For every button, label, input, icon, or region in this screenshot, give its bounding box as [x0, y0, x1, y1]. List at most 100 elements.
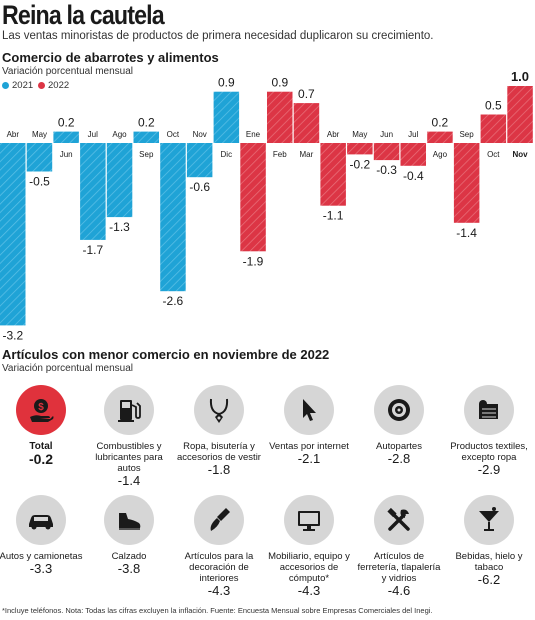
chart-subtitle: Variación porcentual mensual — [2, 66, 134, 77]
value-label-18: 0.5 — [485, 99, 502, 113]
item-internet-value: -2.1 — [297, 451, 321, 466]
item-ropa-circle — [194, 385, 244, 435]
legend-2022-swatch — [38, 82, 45, 89]
item-internet-label: Ventas por internet — [269, 441, 349, 452]
gas-pump-icon — [118, 400, 141, 422]
value-label-11: 0.7 — [298, 87, 315, 101]
item-ferreteria-label: Artículos de ferretería, tlapalería y vi… — [357, 551, 441, 584]
value-label-12: -1.1 — [323, 209, 344, 223]
category-label-11: Mar — [300, 150, 314, 159]
bar-11 — [293, 103, 320, 143]
item-autopartes: Autopartes -2.8 — [354, 385, 444, 466]
category-label-16: Ago — [433, 150, 448, 159]
category-label-2: Jun — [60, 150, 73, 159]
value-label-13: -0.2 — [349, 157, 370, 171]
value-label-2: 0.2 — [58, 116, 75, 130]
item-textiles-label: Productos textiles, excepto ropa — [450, 441, 528, 463]
item-calzado-circle — [104, 495, 154, 545]
value-label-14: -0.3 — [376, 163, 397, 177]
item-calzado: Calzado -3.8 — [84, 495, 174, 576]
item-decoracion-label: Artículos para la decoración de interior… — [184, 551, 254, 584]
shoe-icon — [119, 513, 141, 530]
item-decoracion-value: -4.3 — [207, 583, 231, 598]
bar-0 — [0, 143, 26, 326]
bar-14 — [373, 143, 400, 161]
category-label-19: Nov — [512, 150, 528, 159]
category-label-3: Jul — [88, 130, 98, 139]
bar-6 — [160, 143, 186, 292]
cursor-icon — [303, 399, 316, 421]
item-combustibles-label: Combustibles y lubricantes para autos — [95, 441, 163, 474]
item-autopartes-circle — [374, 385, 424, 435]
value-label-0: -3.2 — [2, 328, 23, 342]
item-ferreteria: Artículos de ferretería, tlapalería y vi… — [354, 495, 444, 598]
category-label-4: Ago — [112, 130, 127, 139]
brake-disc-icon — [388, 399, 410, 421]
item-mobiliario-label: Mobiliario, equipo y accesorios de cómpu… — [268, 551, 350, 584]
category-label-17: Sep — [459, 130, 474, 139]
bar-5 — [133, 131, 159, 143]
item-decoracion: Artículos para la decoración de interior… — [174, 495, 264, 598]
item-bebidas-circle — [464, 495, 514, 545]
item-textiles: Productos textiles, excepto ropa -2.9 — [444, 385, 534, 477]
bar-10 — [267, 91, 293, 143]
category-label-10: Feb — [273, 150, 287, 159]
legend-2022: 2022 — [38, 80, 69, 91]
bar-17 — [453, 143, 480, 223]
item-total-circle: $ — [16, 385, 66, 435]
category-label-1: May — [32, 130, 47, 139]
item-autos-label: Autos y camionetas — [0, 551, 83, 562]
item-combustibles-value: -1.4 — [117, 473, 141, 488]
category-label-5: Sep — [139, 150, 154, 159]
item-ropa-value: -1.8 — [207, 462, 231, 477]
legend-2021: 2021 — [2, 80, 33, 91]
car-icon — [29, 515, 53, 530]
page-title: Reina la cautela — [2, 0, 165, 30]
item-textiles-circle — [464, 385, 514, 435]
item-autos-circle — [16, 495, 66, 545]
item-ferreteria-value: -4.6 — [387, 583, 411, 598]
item-calzado-value: -3.8 — [117, 561, 141, 576]
value-label-6: -2.6 — [163, 294, 184, 308]
item-autopartes-label: Autopartes — [376, 441, 422, 452]
section2-subtitle: Variación porcentual mensual — [2, 363, 134, 374]
monitor-icon — [298, 511, 320, 531]
bar-chart: Abr -3.2 May -0.5 Jun 0.2 Jul -1.7 Ago -1.3 Sep 0.2… — [0, 69, 533, 342]
item-mobiliario-circle — [284, 495, 334, 545]
item-bebidas: Bebidas, hielo y tabaco -6.2 — [444, 495, 534, 587]
bar-12 — [320, 143, 346, 206]
legend-2022-label: 2022 — [48, 80, 70, 91]
item-autos: Autos y camionetas -3.3 — [0, 495, 86, 576]
bar-1 — [26, 143, 53, 172]
bar-2 — [53, 131, 79, 143]
cocktail-icon — [479, 507, 499, 531]
item-combustibles-circle — [104, 385, 154, 435]
item-autos-value: -3.3 — [29, 561, 53, 576]
category-label-0: Abr — [7, 130, 20, 139]
value-label-7: -0.6 — [189, 180, 210, 194]
section2-title: Artículos con menor comercio en noviembr… — [2, 347, 330, 362]
category-label-18: Oct — [487, 150, 500, 159]
value-label-8: 0.9 — [218, 76, 235, 90]
legend-2021-label: 2021 — [12, 80, 34, 91]
category-label-12: Abr — [327, 130, 340, 139]
item-autopartes-value: -2.8 — [387, 451, 411, 466]
bar-8 — [213, 91, 240, 143]
category-label-9: Ene — [246, 130, 261, 139]
item-ropa-label: Ropa, bisutería y accesorios de vestir — [177, 441, 261, 463]
value-label-3: -1.7 — [82, 243, 103, 257]
item-total-label: Total — [29, 441, 53, 452]
value-label-5: 0.2 — [138, 116, 155, 130]
chart-title: Comercio de abarrotes y alimentos — [2, 50, 219, 65]
bar-19 — [507, 86, 533, 143]
value-label-10: 0.9 — [271, 76, 288, 90]
item-ferreteria-circle — [374, 495, 424, 545]
category-label-15: Jul — [408, 130, 418, 139]
value-label-15: -0.4 — [403, 169, 424, 183]
bar-16 — [427, 131, 453, 143]
paint-brush-icon — [210, 508, 230, 531]
legend-2021-swatch — [2, 82, 9, 89]
item-bebidas-value: -6.2 — [477, 572, 501, 587]
item-decoracion-circle — [194, 495, 244, 545]
footnote: *Incluye teléfonos. Nota: Todas las cifr… — [2, 606, 433, 615]
